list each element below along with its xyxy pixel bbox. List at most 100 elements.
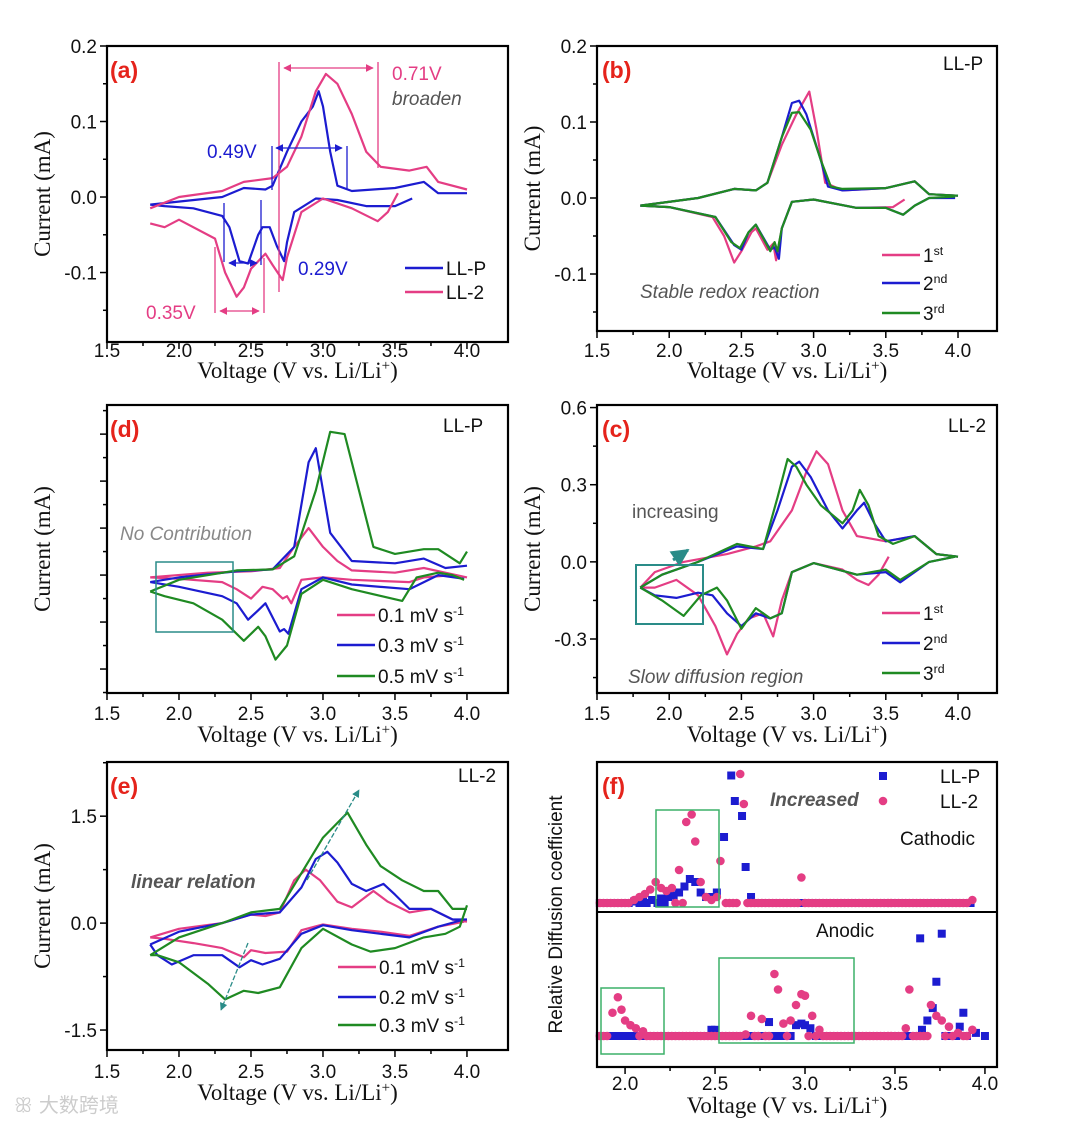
legend-label: LL-P <box>940 767 980 788</box>
y-tick-label: 0.1 <box>561 113 587 134</box>
anodic-highlight-box-1 <box>600 987 665 1055</box>
annotation: LL-2 <box>948 416 986 437</box>
legend-label-part: -1 <box>454 1014 465 1028</box>
annotation: 0.35V <box>146 303 196 324</box>
data-point <box>664 893 673 901</box>
legend-label-part: 1 <box>923 604 934 625</box>
annotation: Anodic <box>816 921 874 942</box>
x-axis-label-part: ) <box>880 358 888 383</box>
data-point <box>680 882 689 891</box>
x-axis-label-part: ) <box>880 722 888 747</box>
data-point <box>941 1031 950 1041</box>
panel-label: (d) <box>110 416 139 442</box>
data-point <box>773 985 783 994</box>
panel-label: (a) <box>110 57 138 83</box>
annotation: LL-P <box>443 416 483 437</box>
plot-frame <box>595 44 999 333</box>
data-point <box>712 888 721 897</box>
x-axis-label-part: Voltage (V vs. Li/Li <box>687 358 871 383</box>
data-point <box>905 985 914 994</box>
series-c-2 <box>639 457 959 630</box>
data-point <box>807 1011 817 1021</box>
data-point <box>660 899 669 907</box>
panel-e <box>100 760 510 1057</box>
annotation: Stable redox reaction <box>640 282 820 303</box>
data-point <box>897 1031 907 1041</box>
y-tick-label: 0.6 <box>561 399 587 420</box>
y-tick-label: 0.1 <box>71 113 97 134</box>
panel-label: (f) <box>602 773 625 799</box>
annotation: increasing <box>632 502 719 523</box>
x-axis-label-part: Voltage (V vs. Li/Li <box>197 722 381 747</box>
legend-label-part: 0.3 mV s <box>378 636 453 657</box>
x-tick-label: 2.0 <box>166 704 192 725</box>
data-point <box>735 1031 745 1041</box>
x-axis-label-part: Voltage (V vs. Li/Li <box>197 1080 381 1105</box>
y-tick-label: 0.0 <box>71 914 97 935</box>
legend-label-part: nd <box>934 632 948 646</box>
data-point <box>968 1025 977 1035</box>
x-tick-label: 4.0 <box>454 341 480 362</box>
data-point <box>962 1031 972 1041</box>
data-point <box>955 1022 964 1031</box>
data-point <box>667 883 677 893</box>
data-point <box>671 898 680 908</box>
legend-label: 0.5 mV s-1 <box>378 665 464 688</box>
y-axis-label: Current (mA) <box>30 486 55 612</box>
legend-label: 3rd <box>923 662 945 685</box>
scatter-anodic-LL-2 <box>595 969 977 1041</box>
x-axis-label-part: + <box>871 1093 879 1109</box>
slow-diffusion-box <box>635 564 704 625</box>
data-point <box>674 865 684 875</box>
x-tick-label: 3.0 <box>800 704 826 725</box>
plot-frame <box>105 760 510 1052</box>
data-point <box>732 898 741 908</box>
annotation: Slow diffusion region <box>628 667 803 688</box>
x-tick-label: 3.0 <box>310 1062 336 1083</box>
legend-marker <box>879 772 887 780</box>
legend-label-part: st <box>934 602 944 616</box>
data-point <box>792 1021 801 1030</box>
data-point <box>635 1031 644 1041</box>
annotation: 0.71V <box>392 64 442 85</box>
legend-label: LL-2 <box>446 283 484 304</box>
panel-label: (b) <box>602 57 631 83</box>
x-tick-label: 4.0 <box>945 704 971 725</box>
x-axis-label-part: ) <box>390 1080 398 1105</box>
y-axis-label: Current (mA) <box>520 126 545 252</box>
data-point <box>642 899 651 907</box>
x-tick-label: 2.5 <box>238 704 264 725</box>
data-point <box>716 856 725 866</box>
data-point <box>690 837 700 846</box>
legend-label: 2nd <box>923 272 947 295</box>
annotation: broaden <box>392 89 462 110</box>
data-point <box>720 833 729 841</box>
data-point <box>648 896 657 904</box>
anodic-trend-arrow <box>306 789 360 881</box>
x-tick-label: 3.5 <box>873 704 899 725</box>
legend-label-part: -1 <box>453 665 464 679</box>
plot-frame <box>595 403 999 695</box>
x-tick-label: 1.5 <box>584 704 610 725</box>
panel-a-width-markers <box>214 62 379 315</box>
watermark-text: 大数跨境 <box>39 1093 119 1117</box>
legend-label-part: 0.3 mV s <box>379 1016 454 1037</box>
data-point <box>741 863 750 871</box>
legend-label: LL-P <box>446 259 486 280</box>
x-axis-label-part: ) <box>390 358 398 383</box>
data-point <box>916 934 925 943</box>
x-tick-label: 4.0 <box>972 1074 998 1095</box>
x-axis-label-part: Voltage (V vs. Li/Li <box>197 358 381 383</box>
panel-d <box>100 403 510 700</box>
anodic-highlight-box-2 <box>718 957 855 1044</box>
x-tick-label: 3.5 <box>882 1074 908 1095</box>
series-a-0 <box>150 90 467 265</box>
scatter-cathodic-LL-2 <box>595 769 977 908</box>
data-point <box>631 1023 641 1033</box>
data-point <box>926 1000 936 1010</box>
no-contribution-box <box>155 561 234 633</box>
data-point <box>815 1025 824 1035</box>
x-tick-label: 2.5 <box>728 704 754 725</box>
data-point <box>791 1000 801 1010</box>
